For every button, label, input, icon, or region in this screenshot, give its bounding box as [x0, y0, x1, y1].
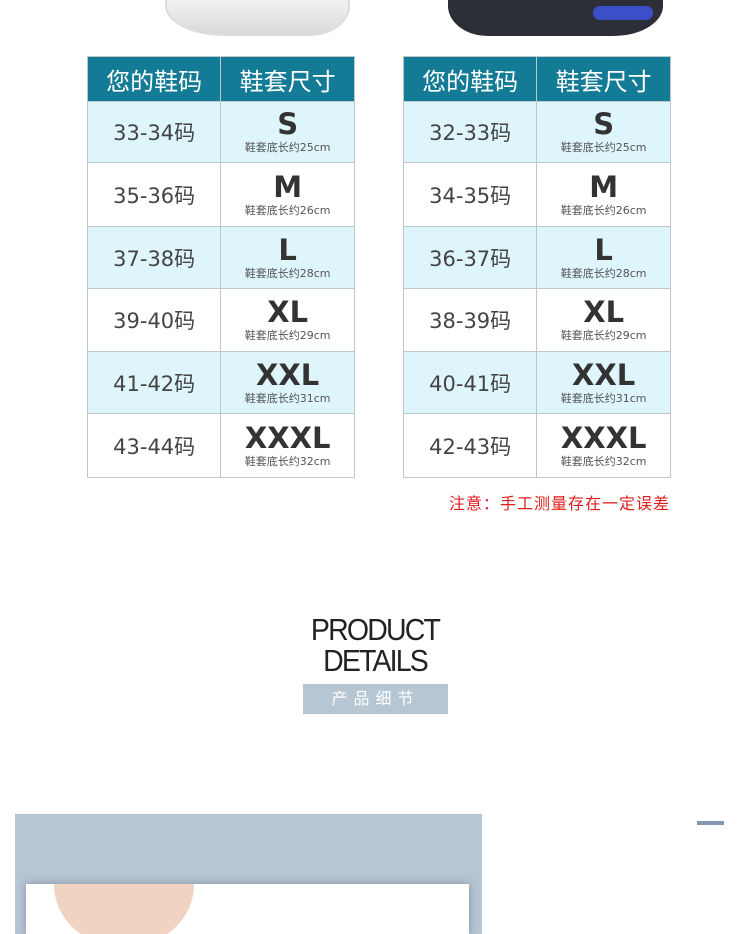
cover-size-label: S [593, 107, 615, 141]
hand-image [54, 884, 194, 934]
cover-size-label: L [278, 232, 297, 267]
title-line-2: DETAILS [323, 643, 429, 678]
section-title: PRODUCT DETAILS [30, 614, 720, 676]
cover-length: 鞋套底长约26cm [560, 203, 647, 217]
cover-length: 鞋套底长约28cm [244, 266, 331, 280]
cover-length: 鞋套底长约29cm [560, 329, 647, 342]
shoe-size-cell: 33-34码 [86, 101, 222, 163]
table-row: 37-38码 L 鞋套底长约28cm [86, 226, 355, 289]
size-table-right: 您的鞋码 鞋套尺寸 32-33码 S 鞋套底长约25cm 34-35码 M 鞋套底… [402, 56, 671, 478]
title-line-1: PRODUCT [310, 612, 441, 647]
cover-size-cell: S 鞋套底长约25cm [536, 101, 671, 163]
shoe-size-cell: 39-40码 [86, 288, 222, 352]
table-row: 34-35码 M 鞋套底长约26cm [402, 162, 671, 227]
cover-size-cell: XXXL 鞋套底长约32cm [536, 413, 671, 478]
cover-length: 鞋套底长约25cm [560, 141, 647, 154]
cover-size-label: S [277, 107, 299, 141]
shoe-size-cell: 35-36码 [86, 162, 222, 227]
measurement-note: 注意：手工测量存在一定误差 [449, 494, 671, 513]
table-row: 42-43码 XXXL 鞋套底长约32cm [402, 413, 671, 478]
table-row: 43-44码 XXXL 鞋套底长约32cm [86, 413, 355, 478]
table-header: 您的鞋码 鞋套尺寸 [402, 56, 671, 102]
header-cell: 鞋套尺寸 [220, 56, 355, 102]
black-shoe-image [448, 0, 663, 36]
cover-size-cell: XXXL 鞋套底长约32cm [220, 413, 355, 478]
table-row: 35-36码 M 鞋套底长约26cm [86, 162, 355, 227]
cover-length: 鞋套底长约32cm [244, 454, 331, 468]
shoe-size-cell: 36-37码 [402, 226, 538, 289]
table-row: 38-39码 XL 鞋套底长约29cm [402, 288, 671, 352]
cover-size-cell: XXL 鞋套底长约31cm [536, 351, 671, 414]
shoe-size-cell: 41-42码 [86, 351, 222, 414]
shoe-size-cell: 34-35码 [402, 162, 538, 227]
shoe-size-cell: 42-43码 [402, 413, 538, 478]
cover-length: 鞋套底长约31cm [244, 391, 331, 405]
shoe-size-cell: 40-41码 [402, 351, 538, 414]
header-cell: 鞋套尺寸 [536, 56, 671, 102]
cover-size-label: XXXL [560, 420, 647, 455]
cover-length: 鞋套底长约25cm [244, 141, 331, 154]
cover-size-label: M [589, 169, 619, 204]
cover-size-label: XL [267, 295, 309, 329]
cover-size-cell: M 鞋套底长约26cm [220, 162, 355, 227]
shoe-size-cell: 38-39码 [402, 288, 538, 352]
table-row: 36-37码 L 鞋套底长约28cm [402, 226, 671, 289]
table-row: 40-41码 XXL 鞋套底长约31cm [402, 351, 671, 414]
cover-length: 鞋套底长约26cm [244, 203, 331, 217]
header-cell: 您的鞋码 [402, 56, 538, 102]
cover-size-label: XXL [256, 357, 320, 392]
table-header: 您的鞋码 鞋套尺寸 [86, 56, 355, 102]
cover-size-label: XL [583, 295, 625, 329]
table-row: 32-33码 S 鞋套底长约25cm [402, 101, 671, 163]
shoe-size-cell: 37-38码 [86, 226, 222, 289]
table-row: 39-40码 XL 鞋套底长约29cm [86, 288, 355, 352]
shoe-size-cell: 32-33码 [402, 101, 538, 163]
table-row: 41-42码 XXL 鞋套底长约31cm [86, 351, 355, 414]
cover-length: 鞋套底长约28cm [560, 266, 647, 280]
cover-size-cell: L 鞋套底长约28cm [536, 226, 671, 289]
white-shoe-image [165, 0, 350, 36]
cover-size-label: XXL [572, 357, 636, 392]
cover-length: 鞋套底长约29cm [244, 329, 331, 342]
shoe-size-cell: 43-44码 [86, 413, 222, 478]
cover-size-cell: XXL 鞋套底长约31cm [220, 351, 355, 414]
cover-size-label: XXXL [244, 420, 331, 455]
table-row: 33-34码 S 鞋套底长约25cm [86, 101, 355, 163]
cover-size-cell: L 鞋套底长约28cm [220, 226, 355, 289]
cover-length: 鞋套底长约31cm [560, 391, 647, 405]
cover-size-label: L [594, 232, 613, 267]
cover-size-cell: XL 鞋套底长约29cm [536, 288, 671, 352]
cover-size-label: M [273, 169, 303, 204]
header-cell: 您的鞋码 [86, 56, 222, 102]
cover-size-cell: S 鞋套底长约25cm [220, 101, 355, 163]
size-table-left: 您的鞋码 鞋套尺寸 33-34码 S 鞋套底长约25cm 35-36码 M 鞋套底… [86, 56, 355, 478]
cover-length: 鞋套底长约32cm [560, 454, 647, 468]
cover-size-cell: M 鞋套底长约26cm [536, 162, 671, 227]
section-subtitle: 产品细节 [303, 684, 448, 714]
product-photo [26, 884, 469, 934]
cover-size-cell: XL 鞋套底长约29cm [220, 288, 355, 352]
decorative-dash [697, 821, 724, 825]
